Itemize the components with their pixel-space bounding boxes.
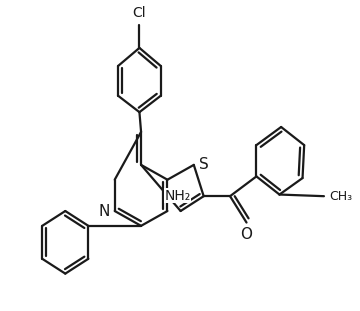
- Text: NH₂: NH₂: [164, 189, 190, 203]
- Text: N: N: [98, 203, 110, 219]
- Text: Cl: Cl: [132, 6, 146, 20]
- Text: CH₃: CH₃: [329, 190, 352, 203]
- Text: S: S: [199, 157, 208, 172]
- Text: O: O: [240, 227, 252, 243]
